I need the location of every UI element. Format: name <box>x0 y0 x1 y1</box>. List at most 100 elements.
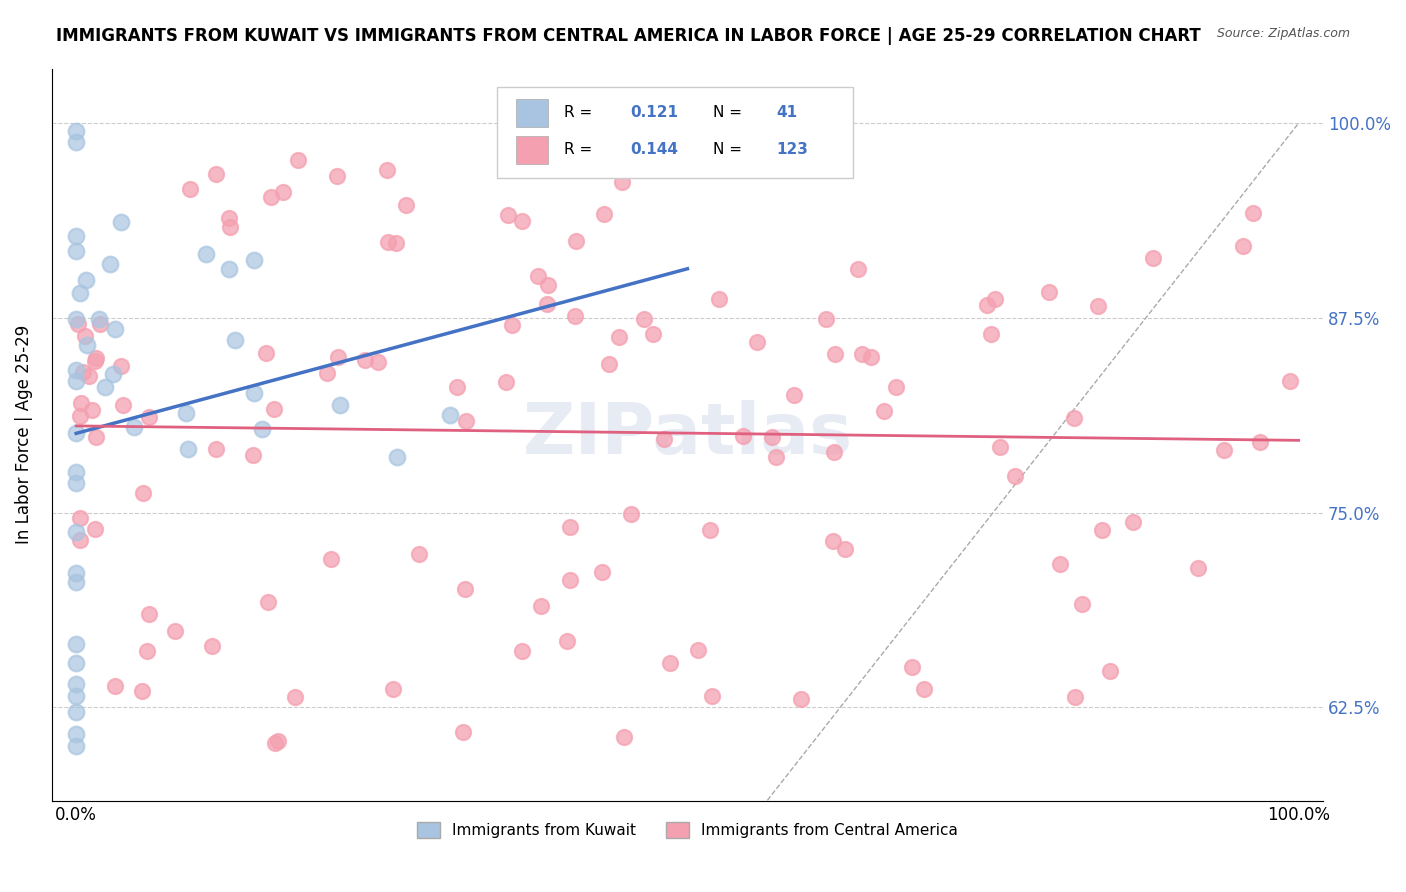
Y-axis label: In Labor Force | Age 25-29: In Labor Force | Age 25-29 <box>15 325 32 544</box>
central <box>1063 410 1085 425</box>
central <box>353 353 375 368</box>
Text: 123: 123 <box>776 142 808 157</box>
Text: R =: R = <box>564 142 592 157</box>
central <box>1278 374 1301 388</box>
central <box>284 690 307 704</box>
central <box>367 354 389 368</box>
kuwait <box>65 705 87 719</box>
central <box>814 312 837 326</box>
central <box>1187 561 1209 575</box>
central <box>530 599 553 613</box>
central <box>783 388 806 402</box>
kuwait <box>76 338 98 352</box>
central <box>408 547 430 561</box>
kuwait <box>65 135 87 149</box>
kuwait <box>65 677 87 691</box>
kuwait <box>65 739 87 754</box>
Bar <box>516 136 547 164</box>
central <box>163 624 186 638</box>
central <box>384 236 406 251</box>
central <box>267 734 290 748</box>
central <box>983 292 1005 306</box>
central <box>89 317 111 331</box>
kuwait <box>250 422 273 436</box>
central <box>1049 558 1071 572</box>
central <box>73 328 96 343</box>
central <box>558 520 581 534</box>
central <box>633 311 655 326</box>
central <box>501 318 523 332</box>
central <box>591 565 613 579</box>
central <box>592 207 614 221</box>
central <box>86 351 108 365</box>
kuwait <box>65 374 87 388</box>
kuwait <box>65 312 87 326</box>
central <box>598 357 620 371</box>
central <box>453 725 475 739</box>
kuwait <box>65 524 87 539</box>
central <box>287 153 309 167</box>
central <box>824 347 846 361</box>
central <box>271 185 294 199</box>
central <box>84 354 107 368</box>
kuwait <box>124 419 146 434</box>
central <box>110 359 132 374</box>
central <box>702 689 724 703</box>
central <box>557 634 579 648</box>
kuwait <box>65 123 87 137</box>
kuwait <box>218 262 240 277</box>
FancyBboxPatch shape <box>496 87 852 178</box>
Legend: Immigrants from Kuwait, Immigrants from Central America: Immigrants from Kuwait, Immigrants from … <box>411 816 965 845</box>
central <box>395 197 418 211</box>
central <box>1232 238 1254 252</box>
central <box>204 167 226 181</box>
central <box>69 511 91 525</box>
central <box>745 334 768 349</box>
central <box>1249 434 1271 449</box>
central <box>316 366 339 380</box>
central <box>69 533 91 547</box>
kuwait <box>94 380 117 394</box>
kuwait <box>87 312 110 326</box>
central <box>131 684 153 698</box>
kuwait <box>69 286 91 301</box>
Text: R =: R = <box>564 105 592 120</box>
central <box>823 445 845 459</box>
kuwait <box>65 689 87 703</box>
central <box>136 643 159 657</box>
central <box>495 375 517 389</box>
central <box>510 644 533 658</box>
central <box>80 402 103 417</box>
kuwait <box>110 215 132 229</box>
central <box>132 485 155 500</box>
central <box>610 174 633 188</box>
kuwait <box>439 408 461 422</box>
central <box>104 679 127 693</box>
central <box>69 409 91 424</box>
central <box>565 234 588 248</box>
central <box>860 350 883 364</box>
central <box>1038 285 1060 300</box>
central <box>765 450 787 465</box>
central <box>201 639 224 653</box>
central <box>901 660 924 674</box>
kuwait <box>65 637 87 651</box>
Text: 0.144: 0.144 <box>630 142 678 157</box>
kuwait <box>385 450 408 465</box>
Text: IMMIGRANTS FROM KUWAIT VS IMMIGRANTS FROM CENTRAL AMERICA IN LABOR FORCE | AGE 2: IMMIGRANTS FROM KUWAIT VS IMMIGRANTS FRO… <box>56 27 1201 45</box>
central <box>976 298 998 312</box>
Text: 41: 41 <box>776 105 797 120</box>
Bar <box>516 99 547 127</box>
central <box>257 595 280 609</box>
central <box>79 369 101 384</box>
central <box>1241 206 1264 220</box>
central <box>1087 299 1109 313</box>
central <box>66 318 89 332</box>
central <box>790 692 813 706</box>
central <box>884 380 907 394</box>
central <box>377 235 399 250</box>
central <box>70 395 93 409</box>
central <box>1212 442 1234 457</box>
central <box>138 409 160 424</box>
kuwait <box>101 368 124 382</box>
